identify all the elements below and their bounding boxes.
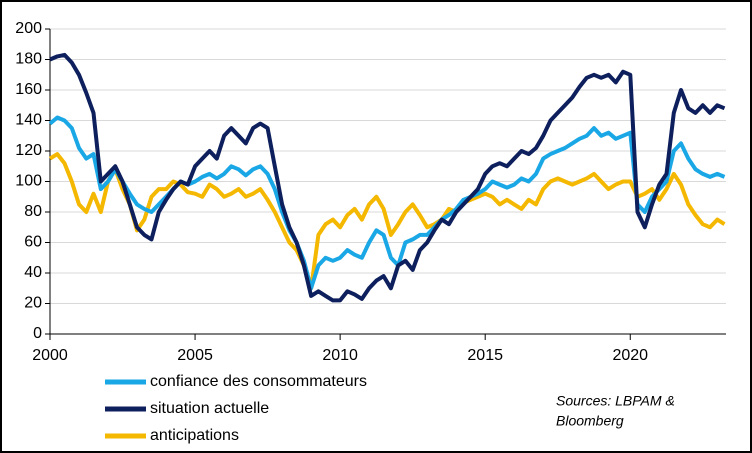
x-tick-label: 2005 xyxy=(177,347,213,364)
y-tick-label: 100 xyxy=(15,173,42,190)
legend-label: situation actuelle xyxy=(150,400,269,417)
y-tick-label: 160 xyxy=(15,81,42,98)
y-tick-label: 80 xyxy=(24,203,42,220)
series-line xyxy=(48,152,726,291)
x-tick-label: 2020 xyxy=(612,347,648,364)
y-tick-label: 40 xyxy=(24,264,42,281)
x-tick-label: 2000 xyxy=(32,347,68,364)
y-tick-label: 200 xyxy=(15,20,42,37)
y-tick-label: 60 xyxy=(24,234,42,251)
y-tick-label: 180 xyxy=(15,51,42,68)
y-tick-label: 140 xyxy=(15,112,42,129)
y-tick-label: 120 xyxy=(15,142,42,159)
y-tick-label: 0 xyxy=(33,325,42,342)
x-tick-label: 2010 xyxy=(322,347,358,364)
source: Bloomberg xyxy=(556,413,624,429)
series-line xyxy=(49,52,726,303)
legend-label: confiance des consommateurs xyxy=(150,373,367,390)
legend-label: anticipations xyxy=(150,427,239,444)
y-tick-label: 20 xyxy=(24,295,42,312)
source: Sources: LBPAM & xyxy=(556,393,675,409)
x-tick-label: 2015 xyxy=(467,347,503,364)
series-line xyxy=(48,115,726,291)
